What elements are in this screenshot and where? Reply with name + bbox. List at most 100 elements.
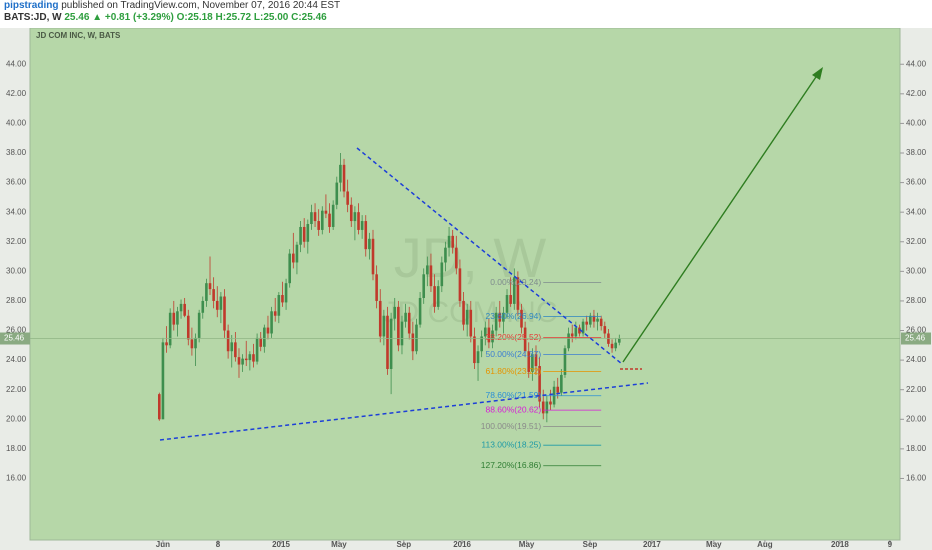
author[interactable]: pipstrading (4, 0, 59, 11)
header: pipstrading published on TradingView.com… (4, 0, 340, 24)
candle-body (346, 191, 349, 205)
candle-body (328, 213, 331, 227)
candle-body (447, 235, 451, 248)
y-tick-label-right: 38.00 (906, 148, 927, 157)
y-tick-label-left: 26.00 (6, 326, 27, 335)
y-tick-label-left: 42.00 (6, 89, 27, 98)
symbol: BATS:JD, W (4, 12, 62, 23)
last: 25.46 (64, 12, 90, 23)
candle-body (248, 354, 252, 361)
y-tick-label-left: 38.00 (6, 148, 27, 157)
last-price-tag-left-label: 25.46 (4, 334, 25, 343)
x-tick-label: 2016 (453, 540, 471, 549)
high: H:25.72 (215, 12, 252, 23)
candle-body (357, 212, 360, 230)
fib-label: 50.00%(24.37) (485, 349, 541, 359)
y-tick-label-right: 28.00 (906, 296, 927, 305)
y-tick-label-right: 42.00 (906, 89, 927, 98)
x-tick-label: May (706, 540, 722, 549)
candle-body (436, 286, 440, 307)
candle-body (505, 295, 509, 313)
candle-body (502, 312, 505, 322)
fib-label: 23.60%(26.94) (485, 311, 541, 321)
y-tick-label-left: 44.00 (6, 59, 27, 68)
candle-body (331, 204, 335, 227)
candle-body (469, 309, 473, 337)
candle-body (426, 265, 429, 275)
candle-body (498, 312, 502, 322)
candle-body (212, 289, 215, 301)
candle-body (614, 342, 617, 349)
candle-body (520, 309, 523, 328)
candle-body (266, 327, 270, 334)
y-tick-label-left: 28.00 (6, 296, 27, 305)
candle-body (541, 401, 545, 414)
candle-body (277, 295, 281, 316)
candle-body (378, 300, 382, 337)
candle-body (371, 238, 375, 275)
candle-body (208, 283, 212, 290)
fib-label: 78.60%(21.59) (485, 390, 541, 400)
candle-body (339, 164, 342, 183)
candle-body (324, 210, 328, 214)
candle-body (531, 354, 534, 372)
candle-body (418, 297, 422, 325)
chart-title: JD COM INC, W, BATS (36, 31, 121, 40)
y-tick-label-left: 34.00 (6, 207, 27, 216)
candle-body (465, 309, 469, 325)
candle-body (194, 337, 197, 349)
candle-body (516, 277, 520, 310)
candle-body (364, 221, 368, 250)
y-tick-label-right: 22.00 (906, 385, 927, 394)
y-tick-label-left: 24.00 (6, 355, 27, 364)
candle-body (483, 327, 487, 337)
candle-body (310, 212, 313, 225)
candle-body (509, 295, 512, 304)
candle-body (393, 306, 397, 319)
candle-body (317, 221, 320, 230)
plot-area (29, 28, 901, 541)
candle-body (389, 318, 393, 369)
y-tick-label-left: 18.00 (6, 444, 27, 453)
candle-body (400, 321, 404, 346)
candle-body (560, 374, 563, 393)
last-price-tag-right (901, 332, 931, 345)
candle-body (538, 366, 541, 402)
y-tick-label-right: 34.00 (906, 207, 927, 216)
candle-body (494, 312, 498, 331)
candle-body (581, 321, 585, 334)
x-tick-label: 2018 (831, 540, 849, 549)
candle-body (375, 274, 378, 301)
y-tick-label-right: 36.00 (906, 178, 927, 187)
candle-body (252, 354, 255, 362)
y-tick-label-right: 44.00 (906, 59, 927, 68)
low: L:25.00 (253, 12, 289, 23)
candle-body (407, 312, 411, 334)
candle-body (342, 164, 346, 192)
candle-body (172, 312, 176, 325)
candle-body (223, 296, 226, 331)
y-tick-label-right: 18.00 (906, 444, 927, 453)
candle-body (179, 303, 183, 312)
candle-body (190, 339, 194, 349)
candle-body (158, 394, 161, 420)
y-tick-label-right: 30.00 (906, 266, 927, 275)
y-tick-label-right: 24.00 (906, 355, 927, 364)
candle-body (563, 348, 567, 375)
candle-body (480, 336, 483, 352)
publish-line: pipstrading published on TradingView.com… (4, 0, 340, 12)
y-tick-label-left: 30.00 (6, 266, 27, 275)
candle-body (360, 221, 364, 230)
candle-body (422, 274, 426, 298)
x-tick-label: May (519, 540, 535, 549)
open: O:25.18 (176, 12, 213, 23)
candle-body (201, 300, 205, 313)
candle-body (534, 354, 538, 367)
x-tick-label: Jun (156, 540, 170, 549)
projection-arrow (622, 73, 819, 363)
candle-body (234, 342, 237, 358)
y-tick-label-left: 36.00 (6, 178, 27, 187)
candle-body (433, 286, 436, 307)
candle-body (292, 253, 295, 263)
